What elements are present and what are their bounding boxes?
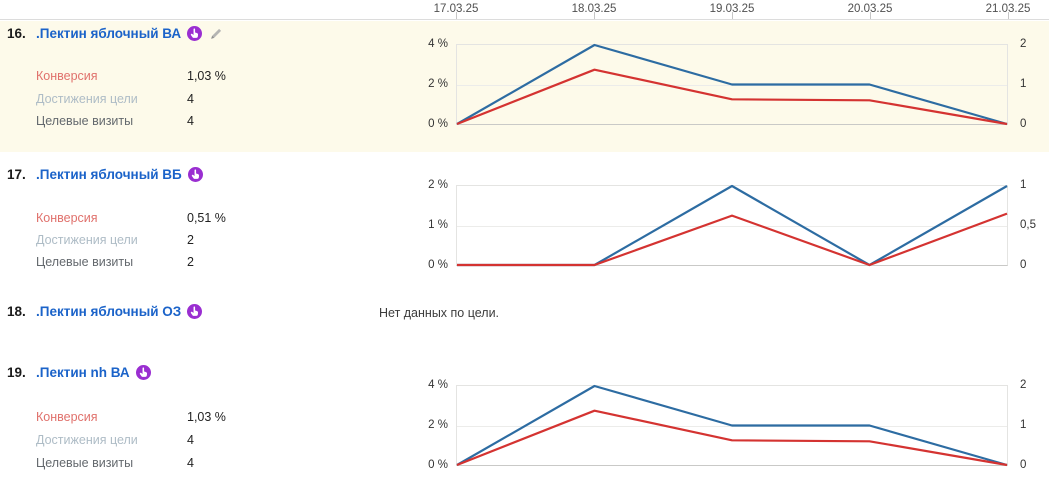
axis-date-label: 19.03.25: [709, 3, 755, 15]
goal-reaches-label: Достижения цели: [36, 233, 138, 247]
series-line-goal-reaches: [456, 43, 1008, 126]
right-axis-tick-label: 0: [1020, 459, 1027, 471]
goal-visits-label: Целевые визиты: [36, 114, 134, 128]
goal-visits-label: Целевые визиты: [36, 456, 134, 470]
left-axis-tick-label: 2 %: [428, 179, 448, 191]
series-line-goal-reaches: [457, 184, 1008, 267]
goal-title-link[interactable]: .Пектин nh ВА: [36, 365, 130, 380]
goal-trend-chart[interactable]: [456, 384, 1008, 467]
goal-type-hand-icon: [187, 167, 203, 182]
right-axis-tick-label: 2: [1020, 379, 1027, 391]
goal-type-hand-icon: [135, 365, 151, 380]
goal-reaches-value: 4: [187, 92, 194, 106]
conversion-value: 1,03 %: [187, 69, 226, 83]
axis-tick: [1008, 12, 1009, 19]
goal-row-16: 16. .Пектин яблочный ВА Конверсия 1,03 %…: [0, 21, 1049, 152]
conversion-label: Конверсия: [36, 410, 98, 424]
goal-row-18: 18. .Пектин яблочный ОЗ Нет данных по це…: [0, 292, 1049, 352]
edit-pencil-icon[interactable]: [209, 27, 223, 41]
goal-number: 16.: [7, 26, 26, 41]
goal-number: 18.: [7, 304, 26, 319]
date-axis-line: [0, 19, 1049, 20]
conversion-value: 1,03 %: [187, 410, 226, 424]
axis-tick: [732, 12, 733, 19]
line-chart-canvas: [457, 184, 1008, 267]
goal-visits-value: 4: [187, 114, 194, 128]
axis-date-label: 18.03.25: [571, 3, 617, 15]
goal-reaches-value: 2: [187, 233, 194, 247]
right-axis-tick-label: 0,5: [1020, 219, 1036, 231]
line-chart-canvas: [456, 384, 1008, 467]
left-axis-tick-label: 0 %: [428, 118, 448, 130]
left-axis-tick-label: 4 %: [428, 38, 448, 50]
axis-date-label: 21.03.25: [985, 3, 1031, 15]
goal-type-hand-icon: [187, 304, 203, 319]
conversion-label: Конверсия: [36, 69, 98, 83]
goal-visits-value: 2: [187, 255, 194, 269]
left-axis-tick-label: 0 %: [428, 259, 448, 271]
left-axis-tick-label: 0 %: [428, 459, 448, 471]
series-line-goal-reaches: [456, 384, 1008, 467]
left-axis-tick-label: 2 %: [428, 78, 448, 90]
goal-reaches-label: Достижения цели: [36, 433, 138, 447]
line-chart-canvas: [456, 43, 1008, 126]
right-axis-tick-label: 0: [1020, 259, 1027, 271]
goal-trend-chart[interactable]: [456, 184, 1008, 267]
goal-trend-chart[interactable]: [456, 43, 1008, 126]
axis-date-label: 20.03.25: [847, 3, 893, 15]
axis-tick: [870, 12, 871, 19]
goal-type-hand-icon: [187, 26, 203, 41]
left-axis-tick-label: 4 %: [428, 379, 448, 391]
right-axis-tick-label: 1: [1020, 78, 1027, 90]
conversion-value: 0,51 %: [187, 211, 226, 225]
gridline: [457, 225, 1007, 227]
right-axis-tick-label: 1: [1020, 419, 1027, 431]
left-axis-tick-label: 1 %: [428, 219, 448, 231]
conversion-label: Конверсия: [36, 211, 98, 225]
right-axis-tick-label: 0: [1020, 118, 1027, 130]
series-line-conversion: [456, 68, 1008, 126]
goal-row-17: 17. .Пектин яблочный ВБ Конверсия 0,51 %…: [0, 152, 1049, 292]
goal-reaches-value: 4: [187, 433, 194, 447]
axis-tick: [594, 12, 595, 19]
right-axis-tick-label: 1: [1020, 179, 1027, 191]
goal-title-link[interactable]: .Пектин яблочный ОЗ: [36, 304, 182, 319]
series-line-conversion: [457, 212, 1008, 267]
goal-title-link[interactable]: .Пектин яблочный ВА: [36, 26, 182, 41]
goal-reaches-label: Достижения цели: [36, 92, 138, 106]
goal-title-link[interactable]: .Пектин яблочный ВБ: [36, 167, 182, 182]
goal-visits-label: Целевые визиты: [36, 255, 134, 269]
axis-tick: [456, 12, 457, 19]
series-line-conversion: [456, 409, 1008, 467]
goal-visits-value: 4: [187, 456, 194, 470]
goal-number: 19.: [7, 365, 26, 380]
right-axis-tick-label: 2: [1020, 38, 1027, 50]
axis-date-label: 17.03.25: [433, 3, 479, 15]
no-data-message: Нет данных по цели.: [379, 306, 500, 320]
goal-row-19: 19. .Пектин nh ВА Конверсия 1,03 % Дости…: [0, 352, 1049, 489]
left-axis-tick-label: 2 %: [428, 419, 448, 431]
goal-number: 17.: [7, 167, 26, 182]
